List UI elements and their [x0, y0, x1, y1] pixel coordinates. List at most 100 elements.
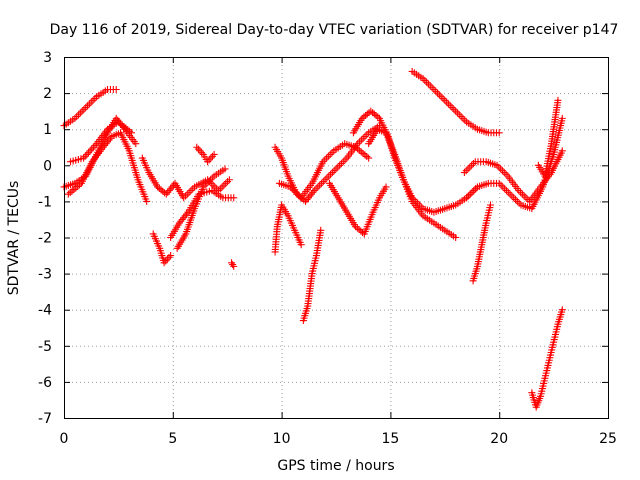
y-tick-label: -4 — [38, 303, 52, 319]
data-point — [205, 156, 213, 164]
data-point — [316, 181, 324, 189]
data-point — [455, 111, 463, 119]
data-point — [358, 114, 366, 122]
data-point — [457, 113, 465, 121]
data-point — [334, 163, 342, 171]
data-point — [464, 165, 472, 173]
data-point — [382, 183, 390, 191]
data-point — [361, 132, 369, 140]
data-point — [83, 150, 91, 158]
data-point — [468, 161, 476, 169]
x-axis-label: GPS time / hours — [277, 458, 394, 474]
data-point — [359, 134, 367, 142]
data-point — [193, 143, 201, 151]
data-point — [328, 169, 336, 177]
data-point — [222, 179, 230, 187]
data-point — [187, 187, 195, 195]
data-point — [446, 102, 454, 110]
data-point — [317, 226, 325, 234]
data-point — [89, 96, 97, 104]
data-point — [84, 102, 92, 110]
y-tick-label: -3 — [38, 267, 52, 283]
data-point — [510, 194, 518, 202]
data-point — [502, 187, 510, 195]
y-tick-label: 1 — [43, 122, 52, 138]
series-arc-c — [64, 129, 151, 205]
data-point — [495, 129, 503, 137]
data-point — [520, 192, 528, 200]
data-point — [352, 223, 360, 231]
series-arc-v — [534, 96, 562, 180]
plot-frame — [64, 57, 609, 419]
data-point — [459, 114, 467, 122]
data-point — [73, 113, 81, 121]
data-point — [80, 105, 88, 113]
data-point — [341, 156, 349, 164]
y-tick-label: -2 — [38, 231, 52, 247]
data-point — [314, 183, 322, 191]
data-point — [466, 190, 474, 198]
data-point — [324, 152, 332, 160]
data-point — [461, 116, 469, 124]
data-point — [198, 149, 206, 157]
data-point — [522, 194, 530, 202]
series-arc-r — [408, 67, 503, 137]
data-point — [357, 136, 365, 144]
data-point — [221, 165, 229, 173]
data-point — [499, 183, 507, 191]
series-arc-a — [60, 85, 120, 130]
data-point — [432, 87, 440, 95]
data-point — [332, 165, 340, 173]
x-tick-label: 0 — [60, 431, 69, 447]
data-point — [224, 178, 232, 186]
data-point — [372, 111, 380, 119]
data-point — [448, 104, 456, 112]
data-point — [517, 188, 525, 196]
data-point — [421, 76, 429, 84]
data-point — [70, 186, 78, 194]
data-point — [159, 187, 167, 195]
data-point — [441, 96, 449, 104]
series-arc-m — [275, 140, 373, 202]
data-point — [220, 181, 228, 189]
data-point — [360, 113, 368, 121]
series-arc-d — [67, 118, 135, 166]
data-point — [435, 91, 443, 99]
data-point — [216, 185, 224, 193]
data-point — [230, 194, 238, 202]
y-tick-label: -6 — [38, 375, 52, 391]
data-point — [428, 84, 436, 92]
series-arc-q — [365, 125, 460, 241]
data-point — [76, 109, 84, 117]
series-arc-h — [173, 165, 229, 252]
data-point — [452, 234, 460, 241]
data-point — [189, 185, 197, 193]
data-point — [466, 163, 474, 171]
data-point — [85, 100, 93, 108]
data-point — [363, 110, 371, 118]
data-point — [464, 192, 472, 200]
x-tick-label: 15 — [381, 431, 399, 447]
data-point — [157, 186, 165, 194]
data-point — [361, 151, 369, 159]
data-point — [112, 85, 120, 93]
data-point — [497, 181, 505, 189]
series-arc-l — [271, 122, 384, 205]
series-arc-i — [193, 143, 218, 166]
series-arc-j — [228, 259, 238, 270]
data-point — [439, 95, 447, 103]
data-point — [218, 183, 226, 191]
data-point — [336, 161, 344, 169]
data-point — [196, 147, 204, 155]
y-tick-label: -7 — [38, 411, 52, 427]
data-point — [356, 138, 364, 146]
data-point — [88, 145, 96, 153]
data-point — [225, 176, 233, 184]
data-point — [362, 111, 370, 119]
data-point — [470, 187, 478, 195]
data-point — [64, 190, 72, 198]
series-arc-s — [469, 201, 494, 285]
data-point — [486, 201, 494, 209]
y-tick-label: 0 — [43, 158, 52, 174]
series-arc-p — [349, 107, 481, 216]
